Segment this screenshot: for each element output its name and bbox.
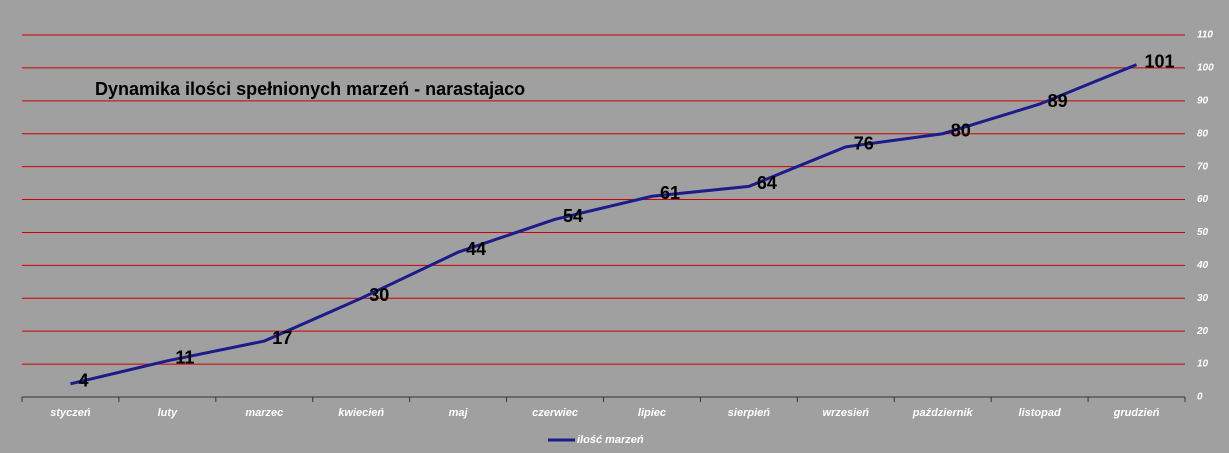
y-tick-label: 80 [1197, 128, 1209, 139]
x-tick-label: grudzień [1113, 407, 1160, 419]
y-tick-label: 10 [1197, 359, 1209, 370]
x-tick-label: wrzesień [823, 407, 870, 419]
x-tick-label: czerwiec [532, 407, 578, 419]
x-tick-label: marzec [245, 407, 283, 419]
x-tick-label: październik [912, 407, 974, 419]
y-tick-label: 100 [1197, 63, 1214, 74]
data-label: 61 [660, 183, 680, 203]
data-label: 76 [854, 134, 874, 154]
data-label: 44 [466, 239, 486, 259]
data-label: 4 [78, 371, 88, 391]
y-tick-label: 110 [1197, 30, 1213, 41]
data-label: 64 [757, 173, 777, 193]
x-tick-label: styczeń [50, 407, 91, 419]
line-series [70, 63, 1138, 386]
data-label: 30 [369, 285, 389, 305]
data-label: 11 [175, 348, 194, 368]
y-tick-label: 20 [1196, 326, 1209, 337]
y-tick-label: 70 [1197, 161, 1209, 172]
y-tick-label: 60 [1197, 194, 1209, 205]
x-tick-label: kwiecień [338, 407, 384, 419]
data-label: 80 [951, 120, 971, 140]
data-label: 17 [272, 328, 292, 348]
legend-label: ilość marzeń [577, 434, 644, 446]
x-tick-label: luty [158, 407, 178, 419]
data-label: 89 [1048, 91, 1068, 111]
data-label: 54 [563, 206, 583, 226]
y-tick-label: 90 [1197, 95, 1209, 106]
y-tick-label: 0 [1197, 392, 1203, 403]
chart-title: Dynamika ilości spełnionych marzeń - nar… [95, 79, 525, 99]
x-tick-label: maj [449, 407, 469, 419]
y-tick-label: 30 [1197, 293, 1209, 304]
x-tick-label: listopad [1019, 407, 1061, 419]
x-tick-label: lipiec [638, 407, 666, 419]
x-tick-label: sierpień [728, 407, 770, 419]
y-tick-label: 40 [1196, 260, 1209, 271]
y-tick-label: 50 [1197, 227, 1209, 238]
data-label: 101 [1145, 51, 1175, 71]
